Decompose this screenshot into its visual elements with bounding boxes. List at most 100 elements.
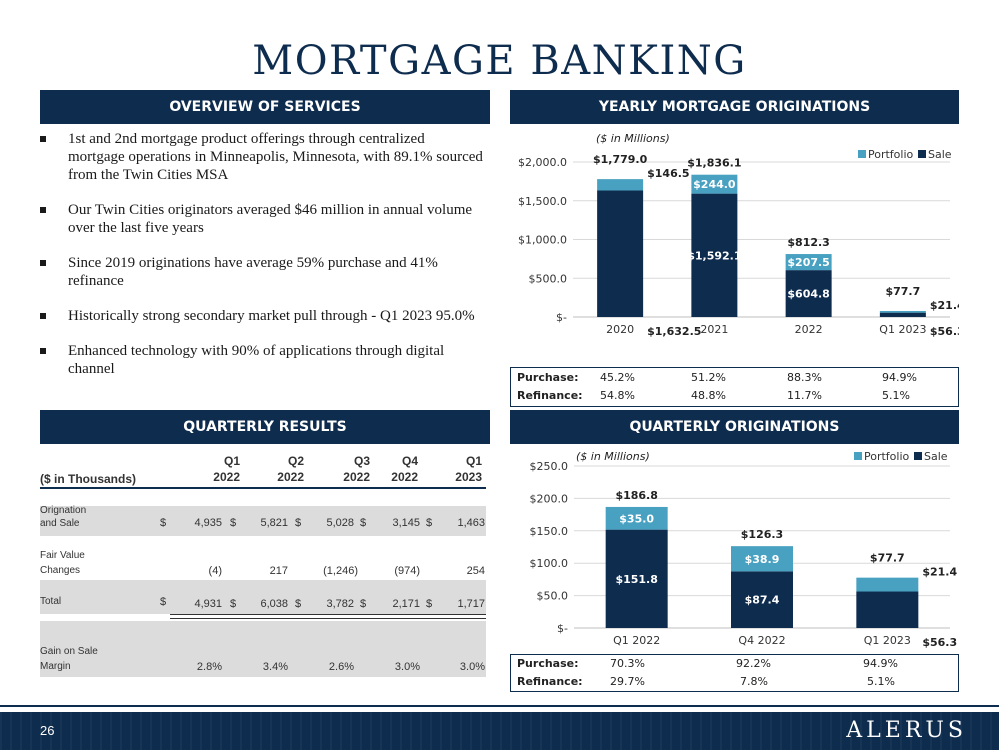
x-tick-label: Q4 2022 — [738, 634, 785, 647]
column-header: 2022 — [213, 470, 240, 484]
column-header: Q2 — [287, 454, 304, 468]
overview-bullet: Historically strong secondary market pul… — [36, 307, 484, 325]
bar-sale — [691, 193, 738, 317]
page-title: MORTGAGE BANKING — [252, 38, 747, 84]
bar-portfolio — [691, 174, 738, 194]
table-cell: 2.6% — [328, 661, 354, 673]
units-label: ($ in Thousands) — [40, 472, 136, 486]
table-row-shade — [40, 580, 486, 614]
row-label: Total — [40, 596, 62, 607]
y-tick-label: $50.0 — [537, 590, 569, 603]
overview-bullet: Enhanced technology with 90% of applicat… — [36, 342, 484, 378]
refinance-value: 29.7% — [610, 675, 645, 688]
yearly-mix-table: Purchase: 45.2% 51.2% 88.3% 94.9% Refina… — [510, 367, 959, 407]
purchase-value: 70.3% — [610, 657, 645, 670]
purchase-value: 94.9% — [863, 657, 898, 670]
table-cell: 4,931 — [194, 598, 222, 610]
table-row-shade — [40, 621, 486, 677]
table-cell: 217 — [269, 565, 288, 577]
bar-sale — [879, 312, 926, 317]
purchase-value: 51.2% — [691, 371, 726, 384]
refinance-label: Refinance: — [517, 675, 583, 688]
legend-label-portfolio: Portfolio — [868, 148, 914, 161]
header-rule — [40, 487, 486, 489]
currency-symbol: $ — [295, 517, 302, 529]
currency-symbol: $ — [426, 517, 433, 529]
data-label-sale: $56.3 — [930, 325, 959, 338]
data-label-total: $126.3 — [741, 528, 783, 541]
currency-symbol: $ — [295, 598, 302, 610]
x-tick-label: Q1 2023 — [879, 323, 926, 336]
row-label: Gain on Sale — [40, 646, 98, 657]
bar-sale — [856, 591, 919, 628]
units-label: ($ in Millions) — [576, 450, 650, 463]
legend-swatch-portfolio — [854, 452, 862, 460]
purchase-value: 94.9% — [882, 371, 917, 384]
y-tick-label: $500.0 — [529, 272, 568, 285]
row-label: and Sale — [40, 518, 80, 529]
data-label-total: $1,779.0 — [593, 153, 648, 166]
currency-symbol: $ — [360, 598, 367, 610]
data-label-sale: $604.8 — [787, 288, 829, 301]
units-label: ($ in Millions) — [596, 132, 670, 145]
bar-sale — [785, 270, 832, 317]
data-label-portfolio: $21.4 — [930, 299, 959, 312]
column-header: 2022 — [391, 470, 418, 484]
refinance-value: 5.1% — [867, 675, 895, 688]
legend-swatch-portfolio — [858, 150, 866, 158]
table-cell: 3.0% — [394, 661, 420, 673]
column-header: Q1 — [465, 454, 482, 468]
refinance-row: Refinance: 54.8% 48.8% 11.7% 5.1% — [511, 387, 958, 405]
table-cell: 3,145 — [392, 517, 420, 529]
y-tick-label: $1,000.0 — [518, 234, 567, 247]
page-number: 26 — [40, 723, 55, 738]
quarterly-mix-table: Purchase: 70.3% 92.2% 94.9% Refinance: 2… — [510, 654, 959, 692]
column-header: Q4 — [401, 454, 418, 468]
quarterly-originations-heading: QUARTERLY ORIGINATIONS — [510, 410, 959, 444]
data-label-total: $812.3 — [787, 236, 829, 249]
column-header: 2022 — [277, 470, 304, 484]
row-label: Margin — [40, 661, 71, 672]
column-header: Q3 — [353, 454, 370, 468]
table-cell: (4) — [208, 565, 222, 577]
currency-symbol: $ — [426, 598, 433, 610]
bar-sale — [731, 571, 793, 628]
refinance-value: 11.7% — [787, 389, 822, 402]
legend-swatch-sale — [914, 452, 922, 460]
data-label-sale: $56.3 — [922, 636, 957, 649]
table-cell: 2,171 — [392, 598, 420, 610]
legend-label-portfolio: Portfolio — [864, 450, 910, 463]
table-cell: 1,463 — [457, 517, 485, 529]
currency-symbol: $ — [160, 596, 167, 608]
quarterly-originations-chart: $- $50.0 $100.0 $150.0 $200.0 $250.0 ($ in Mil… — [530, 450, 958, 649]
y-tick-label: $1,500.0 — [518, 195, 567, 208]
bar-portfolio — [597, 179, 644, 191]
x-tick-label: 2021 — [700, 323, 728, 336]
data-label-sale: $87.4 — [745, 594, 780, 607]
currency-symbol: $ — [230, 598, 237, 610]
purchase-value: 92.2% — [736, 657, 771, 670]
bar-portfolio — [731, 546, 793, 572]
overview-heading: OVERVIEW OF SERVICES — [40, 90, 490, 124]
quarterly-results-heading: QUARTERLY RESULTS — [40, 410, 490, 444]
data-label-total: $77.7 — [885, 285, 920, 298]
table-cell: 1,717 — [457, 598, 485, 610]
purchase-label: Purchase: — [517, 371, 579, 384]
data-label-portfolio: $146.5 — [647, 167, 689, 180]
table-cell: 5,028 — [326, 517, 354, 529]
bar-portfolio — [785, 254, 832, 271]
alerus-logo: ALERUS — [846, 718, 967, 743]
table-cell: 254 — [466, 565, 485, 577]
data-label-total: $186.8 — [615, 489, 657, 502]
bar-sale — [597, 190, 644, 317]
column-header: Q1 — [223, 454, 240, 468]
purchase-label: Purchase: — [517, 657, 579, 670]
purchase-value: 45.2% — [600, 371, 635, 384]
data-label-portfolio: $244.0 — [693, 178, 736, 191]
table-cell: (1,246) — [323, 565, 358, 577]
x-tick-label: Q1 2023 — [864, 634, 911, 647]
data-label-sale: $151.8 — [615, 573, 657, 586]
yearly-originations-chart: $- $500.0 $1,000.0 $1,500.0 $2,000.0 ($ in Mi… — [518, 132, 959, 338]
refinance-value: 7.8% — [740, 675, 768, 688]
overview-bullet: Our Twin Cities originators averaged $46… — [36, 201, 484, 237]
